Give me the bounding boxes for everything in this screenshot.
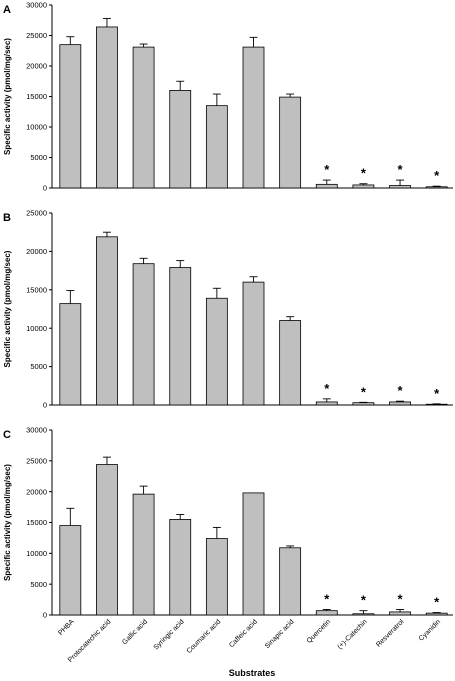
bar xyxy=(315,183,338,189)
y-tick-label: 10000 xyxy=(26,324,47,333)
y-tick-label: 10000 xyxy=(26,123,47,132)
y-tick-label: 25000 xyxy=(26,31,47,40)
y-tick-label: 20000 xyxy=(26,247,47,256)
bar xyxy=(279,96,302,189)
y-tick-label: 15000 xyxy=(26,92,47,101)
y-axis-title: Specific activity (pmol/mg/sec) xyxy=(3,464,12,581)
x-tick-label: Sinapic acid xyxy=(264,618,296,650)
bar xyxy=(132,493,155,616)
y-axis-title: Specific activity (pmol/mg/sec) xyxy=(3,250,12,367)
panel-a: A 0 5000 10000 15000 20000 25000 30000 Specific … xyxy=(3,1,453,193)
significance-marker: * xyxy=(324,591,330,606)
panel-c: C 0 5000 10000 15000 20000 25000 30000 Specific … xyxy=(3,426,453,664)
y-tick-label: 5000 xyxy=(30,580,47,589)
panel-label: C xyxy=(3,429,11,441)
bar xyxy=(389,401,411,406)
y-axis-title: Specific activity (pmol/mg/sec) xyxy=(3,38,12,155)
y-tick-label: 10000 xyxy=(26,549,47,558)
significance-marker: * xyxy=(361,593,367,608)
bar xyxy=(242,492,265,616)
bar xyxy=(205,297,228,406)
significance-marker: * xyxy=(361,384,367,399)
bar xyxy=(59,303,82,406)
y-tick-label: 15000 xyxy=(26,518,47,527)
bar xyxy=(425,186,448,189)
significance-marker: * xyxy=(398,591,404,606)
bar xyxy=(96,236,118,406)
significance-marker: * xyxy=(434,595,440,610)
bar xyxy=(389,185,411,189)
panel-label: A xyxy=(3,4,11,16)
bar xyxy=(279,320,302,406)
bar xyxy=(315,610,338,616)
significance-marker: * xyxy=(361,166,367,181)
significance-marker: * xyxy=(398,383,404,398)
bar xyxy=(389,611,411,616)
y-tick-label: 30000 xyxy=(26,426,47,435)
bar xyxy=(315,401,338,406)
y-tick-label: 0 xyxy=(43,611,47,620)
x-tick-label: Gallic acid xyxy=(121,618,149,646)
bar xyxy=(425,612,448,616)
y-tick-label: 5000 xyxy=(30,362,47,371)
bar xyxy=(205,538,228,616)
significance-marker: * xyxy=(324,162,330,177)
bar xyxy=(169,519,192,616)
bar xyxy=(242,46,265,189)
bar xyxy=(242,281,265,406)
x-tick-label: (+)-Catechin xyxy=(336,618,368,650)
x-tick-label: Caffeic acid xyxy=(228,618,259,649)
bar xyxy=(425,403,448,406)
y-tick-label: 30000 xyxy=(26,1,47,10)
bar xyxy=(169,267,192,406)
x-tick-label: PHBA xyxy=(57,618,76,637)
y-tick-label: 20000 xyxy=(26,487,47,496)
y-tick-label: 0 xyxy=(43,401,47,410)
panel-label: B xyxy=(3,212,11,224)
bar xyxy=(59,525,82,616)
bar xyxy=(352,613,375,616)
y-tick-label: 20000 xyxy=(26,62,47,71)
bar xyxy=(352,184,375,189)
panel-b: B 0 5000 10000 15000 20000 25000 Specific activ… xyxy=(3,209,453,410)
bar xyxy=(352,402,375,406)
significance-marker: * xyxy=(398,162,404,177)
bar xyxy=(132,46,155,189)
y-tick-label: 15000 xyxy=(26,285,47,294)
x-tick-label: Syringic acid xyxy=(153,618,186,651)
significance-marker: * xyxy=(434,386,440,401)
bar xyxy=(96,26,118,189)
significance-marker: * xyxy=(324,381,330,396)
bar xyxy=(279,547,302,616)
x-tick-label: Resveratrol xyxy=(375,618,406,649)
y-tick-label: 25000 xyxy=(26,209,47,218)
bar xyxy=(169,90,192,189)
x-axis-title: Substrates xyxy=(229,668,276,678)
x-tick-label: Quercetin xyxy=(306,618,332,644)
bar xyxy=(96,464,118,616)
y-tick-label: 25000 xyxy=(26,456,47,465)
bar xyxy=(132,263,155,406)
y-tick-label: 5000 xyxy=(30,153,47,162)
bar xyxy=(205,105,228,189)
x-tick-label: Cyanidin xyxy=(418,618,442,642)
x-tick-label: Coumaric acid xyxy=(186,618,223,655)
y-tick-label: 0 xyxy=(43,184,47,193)
significance-marker: * xyxy=(434,168,440,183)
bar xyxy=(59,44,82,189)
